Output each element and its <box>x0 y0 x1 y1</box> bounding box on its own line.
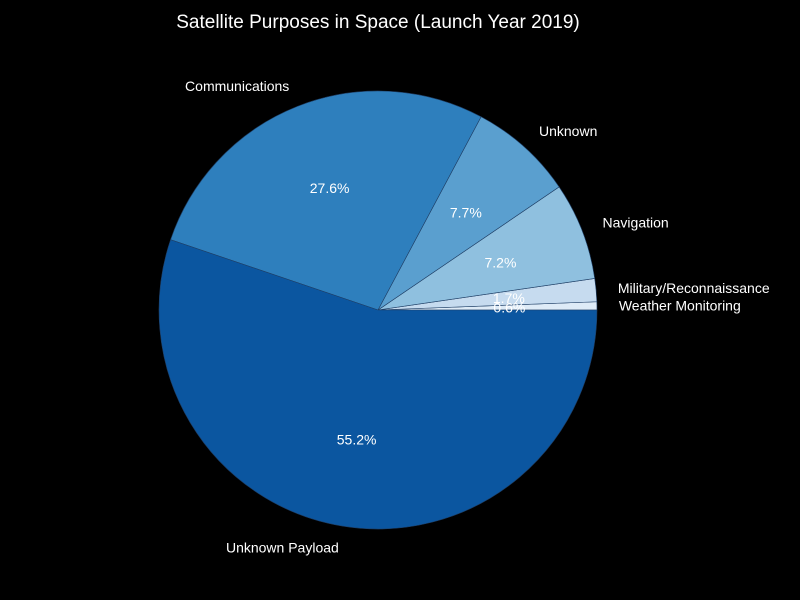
slice-label-unknown-payload: Unknown Payload <box>226 540 339 556</box>
pie-slice-unknown-payload <box>158 239 598 530</box>
pie-slices <box>158 90 598 530</box>
pie-slice-communications <box>170 90 482 311</box>
slice-labels: Weather MonitoringMilitary/Reconnaissanc… <box>185 78 770 556</box>
pct-label-communications: 27.6% <box>310 180 350 196</box>
pct-label-unknown-payload: 55.2% <box>337 432 377 448</box>
percentage-labels: 0.6%1.7% 7.2% 7.7% 27.6% 55.2% <box>310 180 526 448</box>
slice-label-military-reconnaissance: Military/Reconnaissance <box>618 280 770 296</box>
pct-label-weather-monitoring: 0.6% <box>493 300 525 316</box>
slice-label-communications: Communications <box>185 78 289 94</box>
pct-label-unknown: 7.7% <box>450 204 482 220</box>
pct-label-navigation: 7.2% <box>485 254 517 270</box>
slice-label-navigation: Navigation <box>603 215 669 231</box>
chart-title: Satellite Purposes in Space (Launch Year… <box>176 12 580 33</box>
slice-label-unknown: Unknown <box>539 123 597 139</box>
pct-label-military-reconnaissance: 1.7% <box>493 290 525 306</box>
pie-slice-unknown <box>377 116 560 311</box>
pie-slice-navigation <box>377 186 596 311</box>
slice-label-weather-monitoring: Weather Monitoring <box>619 297 741 313</box>
